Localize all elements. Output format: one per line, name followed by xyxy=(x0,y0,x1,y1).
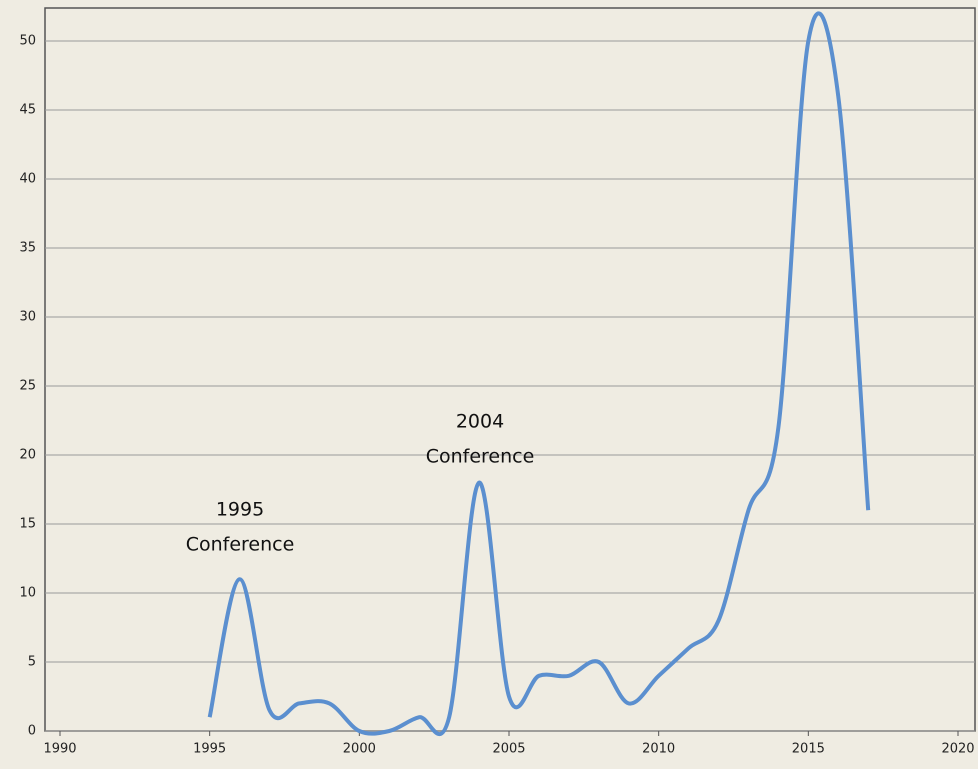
y-tick-label: 45 xyxy=(19,103,36,118)
y-tick-label: 15 xyxy=(19,517,36,532)
x-tick-label: 1995 xyxy=(193,742,226,757)
x-tick-label: 2000 xyxy=(343,742,376,757)
y-tick-label: 25 xyxy=(19,379,36,394)
y-tick-label: 5 xyxy=(28,655,36,670)
y-tick-label: 10 xyxy=(19,586,36,601)
y-tick-label: 20 xyxy=(19,448,36,463)
line xyxy=(207,11,871,737)
x-tick-label: 2005 xyxy=(492,742,525,757)
y-tick-label: 50 xyxy=(19,34,36,49)
x-tick-label: 2010 xyxy=(642,742,675,757)
annotation: 1995 xyxy=(216,499,264,521)
annotation: Conference xyxy=(426,446,535,468)
y-tick-label: 35 xyxy=(19,241,36,256)
y-tick-label: 30 xyxy=(19,310,36,325)
annotation: 2004 xyxy=(456,411,504,433)
x-tick-label: 2015 xyxy=(792,742,825,757)
x-tick-label: 2020 xyxy=(941,742,974,757)
y-tick-label: 40 xyxy=(19,172,36,187)
x-tick-label: 1990 xyxy=(43,742,76,757)
y-tick-label: 0 xyxy=(28,724,36,739)
annotation: Conference xyxy=(186,534,295,556)
